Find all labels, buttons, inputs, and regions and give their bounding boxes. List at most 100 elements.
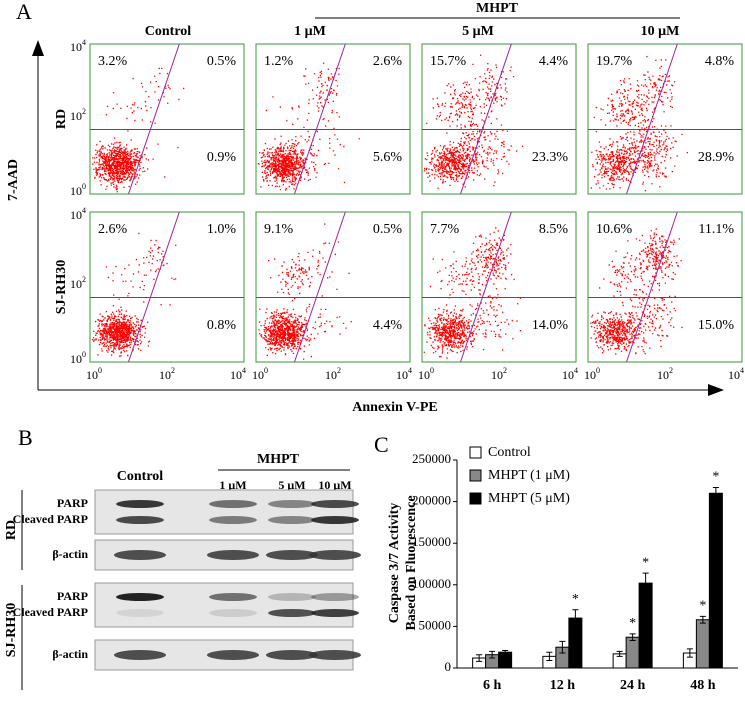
gate-diagonal [626, 211, 678, 363]
tick-exp: 2 [82, 107, 86, 116]
bar [695, 619, 710, 669]
y-tick-label: 150000 [412, 534, 451, 549]
error-bar [629, 633, 636, 642]
band-label: Cleaved PARP [13, 605, 88, 619]
quadrant-percent: 10.6% [596, 222, 633, 237]
x-tick-label: 24 h [620, 678, 646, 693]
gate-diagonal [460, 43, 512, 195]
tick-base: 10 [159, 368, 171, 382]
x-tick-label: 48 h [690, 678, 716, 693]
lane-label: 1 μM [219, 478, 246, 492]
quadrant-percent: 9.1% [264, 222, 294, 237]
tick-exp: 4 [574, 366, 578, 375]
band [116, 500, 164, 508]
tick-exp: 2 [503, 366, 507, 375]
band [116, 593, 164, 601]
tick-exp: 0 [82, 182, 86, 191]
gate-diagonal [626, 43, 678, 195]
band-label: Cleaved PARP [13, 512, 88, 526]
bar [708, 492, 723, 669]
tick-exp: 2 [337, 366, 341, 375]
group-label: MHPT [476, 1, 519, 16]
panel-label: A [16, 0, 32, 24]
tick-base: 10 [252, 368, 264, 382]
blot [94, 582, 354, 628]
legend-label: MHPT (5 μM) [488, 491, 570, 506]
tick-exp: 0 [596, 366, 600, 375]
column-label: Control [145, 24, 192, 39]
tick-base: 10 [491, 368, 503, 382]
tick-label: 100 [584, 366, 600, 382]
lane-label: Control [117, 469, 164, 484]
tick-exp: 4 [408, 366, 412, 375]
quadrant-percent: 0.9% [207, 150, 237, 165]
significance: * [712, 470, 719, 485]
gate-diagonal [128, 43, 180, 195]
tick-exp: 4 [82, 38, 86, 47]
band [114, 650, 166, 660]
band-label: PARP [57, 496, 88, 510]
band [268, 593, 316, 601]
tick-base: 10 [584, 368, 596, 382]
error-bar [489, 650, 496, 659]
tick-exp: 4 [82, 206, 86, 215]
band-label: β-actin [52, 547, 88, 561]
tick-base: 10 [418, 368, 430, 382]
error-bar [616, 650, 623, 657]
quadrant-percent: 2.6% [373, 54, 403, 69]
tick-label: 102 [159, 366, 175, 382]
tick-base: 10 [562, 368, 574, 382]
x-tick-label: 6 h [483, 678, 502, 693]
quadrant-percent: 1.0% [207, 222, 237, 237]
tick-label: 102 [491, 366, 507, 382]
band [116, 516, 164, 524]
tick-base: 10 [657, 368, 669, 382]
legend-swatch [469, 446, 482, 459]
y-tick-label: 200000 [412, 493, 451, 508]
quadrant-percent: 5.6% [373, 150, 403, 165]
error-bar [502, 650, 509, 655]
tick-label: 100 [70, 182, 86, 198]
tick-label: 104 [70, 38, 86, 54]
band [268, 516, 316, 524]
tick-label: 100 [70, 350, 86, 366]
column-label: 5 μM [462, 24, 494, 39]
quadrant-percent: 0.5% [373, 222, 403, 237]
tick-exp: 4 [740, 366, 744, 375]
y-axis-label: 7-AAD [6, 159, 21, 201]
significance: * [629, 616, 636, 631]
tick-base: 10 [396, 368, 408, 382]
band [309, 550, 361, 560]
bar [638, 582, 653, 669]
tick-exp: 0 [264, 366, 268, 375]
gate-diagonal [460, 211, 512, 363]
x-tick-label: 12 h [550, 678, 576, 693]
flow-dots [423, 54, 524, 189]
quadrant-percent: 23.3% [532, 150, 569, 165]
tick-label: 104 [230, 366, 246, 382]
significance: * [699, 599, 706, 614]
flow-dots [423, 227, 522, 359]
x-axis-label: Annexin V-PE [352, 400, 437, 415]
gate-diagonal [128, 211, 180, 363]
band [116, 609, 164, 617]
band [209, 516, 257, 524]
quadrant-percent: 19.7% [596, 54, 633, 69]
panel-label: C [374, 432, 389, 457]
tick-label: 100 [86, 366, 102, 382]
tick-label: 104 [728, 366, 744, 382]
band [309, 650, 361, 660]
y-tick-label: 0 [445, 659, 452, 674]
error-bar [686, 648, 693, 658]
row-label: SJ-RH30 [4, 603, 19, 657]
quadrant-percent: 28.9% [698, 150, 735, 165]
tick-exp: 0 [430, 366, 434, 375]
bar [498, 651, 513, 669]
tick-base: 10 [70, 40, 82, 54]
quadrant-percent: 4.4% [539, 54, 569, 69]
quadrant-percent: 0.5% [207, 54, 237, 69]
y-tick-label: 250000 [412, 451, 451, 466]
lane-label: 5 μM [278, 478, 305, 492]
band [268, 609, 316, 617]
tick-label: 104 [70, 206, 86, 222]
